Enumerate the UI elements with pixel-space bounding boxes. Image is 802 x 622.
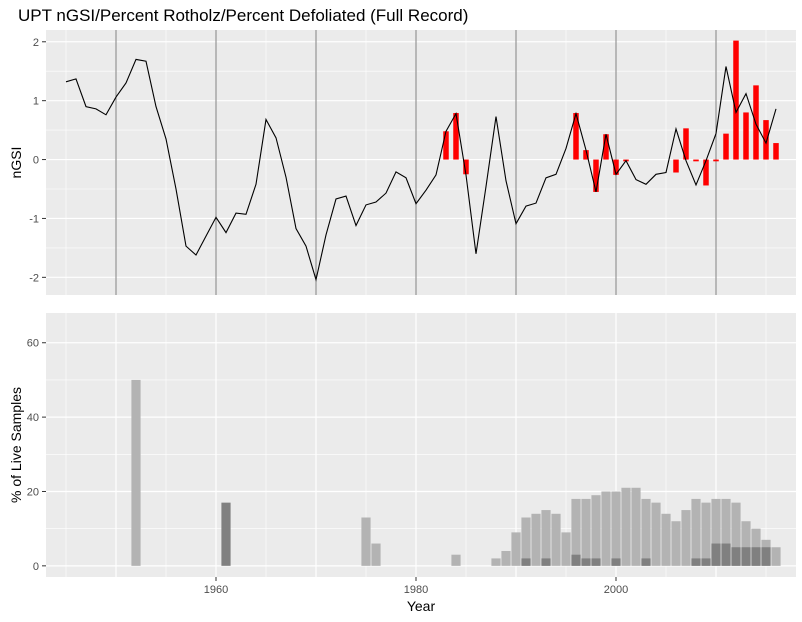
rotholz-bar	[551, 513, 561, 566]
defoliated-bar	[611, 558, 621, 566]
ngsi-red-bar	[723, 133, 729, 160]
rotholz-bar	[581, 498, 591, 566]
rotholz-bar	[621, 487, 631, 566]
rotholz-bar	[681, 510, 691, 566]
defoliated-bar	[521, 558, 531, 566]
rotholz-bar	[371, 543, 381, 566]
bottom-y-axis-title: % of Live Samples	[8, 387, 24, 503]
top-y-tick-label: -1	[29, 213, 39, 225]
bottom-y-tick-label: 20	[27, 486, 39, 498]
rotholz-bar	[521, 517, 531, 566]
top-y-tick-label: 2	[33, 37, 39, 49]
bottom-y-tick-label: 0	[33, 561, 39, 573]
rotholz-bar	[531, 513, 541, 566]
defoliated-bar	[751, 547, 761, 566]
ngsi-red-bar	[743, 112, 749, 160]
ngsi-red-bar	[683, 128, 689, 160]
ngsi-red-bar	[713, 159, 719, 162]
rotholz-bar	[691, 498, 701, 566]
rotholz-bar	[771, 547, 781, 566]
defoliated-bar	[731, 547, 741, 566]
ngsi-series-line	[65, 58, 777, 282]
rotholz-bar	[571, 498, 581, 566]
defoliated-bar	[581, 558, 591, 566]
top-y-axis-title: nGSI	[8, 147, 24, 179]
rotholz-bar	[701, 502, 711, 566]
rotholz-bar	[491, 558, 501, 566]
ngsi-red-bar	[693, 159, 699, 162]
top-y-tick-label: -2	[29, 272, 39, 284]
ngsi-red-bar	[583, 150, 589, 160]
defoliated-bar	[541, 558, 551, 566]
top-y-tick-label: 1	[33, 96, 39, 108]
rotholz-bar	[741, 521, 751, 566]
chart-title: UPT nGSI/Percent Rotholz/Percent Defolia…	[18, 6, 469, 25]
rotholz-bar	[711, 498, 721, 566]
ngsi-red-bar	[613, 159, 619, 175]
rotholz-bar	[591, 495, 601, 566]
bottom-panel-background	[46, 313, 796, 577]
ngsi-red-bar	[573, 113, 579, 160]
defoliated-bar	[591, 558, 601, 566]
ngsi-red-bar	[733, 40, 739, 160]
defoliated-bar	[701, 558, 711, 566]
ngsi-red-bar	[673, 159, 679, 173]
rotholz-bar	[611, 491, 621, 566]
rotholz-bar	[561, 532, 571, 566]
x-tick-label: 2000	[604, 584, 628, 596]
ngsi-red-bar	[763, 120, 769, 160]
top-y-tick-label: 0	[33, 155, 39, 167]
bottom-y-tick-label: 60	[27, 338, 39, 350]
rotholz-bar	[721, 498, 731, 566]
defoliated-bar	[711, 543, 721, 566]
x-tick-label: 1980	[404, 584, 428, 596]
ngsi-red-bar	[463, 159, 469, 175]
defoliated-bar	[761, 547, 771, 566]
rotholz-bar	[131, 379, 141, 566]
rotholz-bar	[731, 502, 741, 566]
rotholz-bar	[671, 521, 681, 566]
rotholz-bar	[631, 487, 641, 566]
defoliated-bar	[571, 554, 581, 566]
rotholz-bar	[651, 502, 661, 566]
rotholz-bar	[511, 532, 521, 566]
defoliated-bar	[721, 543, 731, 566]
rotholz-bar	[501, 550, 511, 566]
rotholz-bar	[361, 517, 371, 566]
ngsi-red-bar	[773, 143, 779, 160]
rotholz-bar	[661, 513, 671, 566]
ngsi-red-bar	[703, 159, 709, 186]
bottom-y-tick-label: 40	[27, 412, 39, 424]
defoliated-bar	[691, 558, 701, 566]
top-panel-background	[46, 30, 796, 295]
x-tick-label: 1960	[204, 584, 228, 596]
ngsi-red-bar	[453, 113, 459, 160]
x-axis-title: Year	[407, 598, 436, 614]
ngsi-red-bar	[593, 159, 599, 192]
ngsi-red-bar	[443, 131, 449, 160]
rotholz-bar	[641, 498, 651, 566]
defoliated-bar	[741, 547, 751, 566]
rotholz-bar	[541, 510, 551, 566]
rotholz-bar	[451, 554, 461, 566]
defoliated-bar	[641, 558, 651, 566]
ngsi-red-bar	[603, 134, 609, 160]
rotholz-bar	[601, 491, 611, 566]
defoliated-bar	[221, 502, 231, 566]
